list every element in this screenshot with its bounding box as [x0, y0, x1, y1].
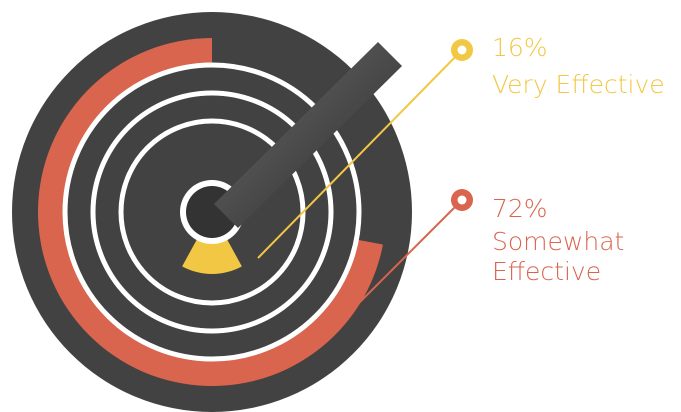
value-label: 72%: [492, 194, 548, 223]
category-label: Somewhat Effective: [492, 227, 625, 286]
legend-icon-hole: [457, 45, 467, 55]
leader-line: [257, 49, 463, 259]
ring: [90, 90, 334, 334]
arc-very-effective: [182, 238, 242, 274]
category-label: Very Effective: [492, 70, 665, 99]
dart: [214, 42, 402, 228]
ring: [62, 62, 362, 362]
value-label: 16%: [492, 33, 548, 62]
leader-line: [331, 199, 463, 331]
legend-icon-hole: [457, 195, 467, 205]
